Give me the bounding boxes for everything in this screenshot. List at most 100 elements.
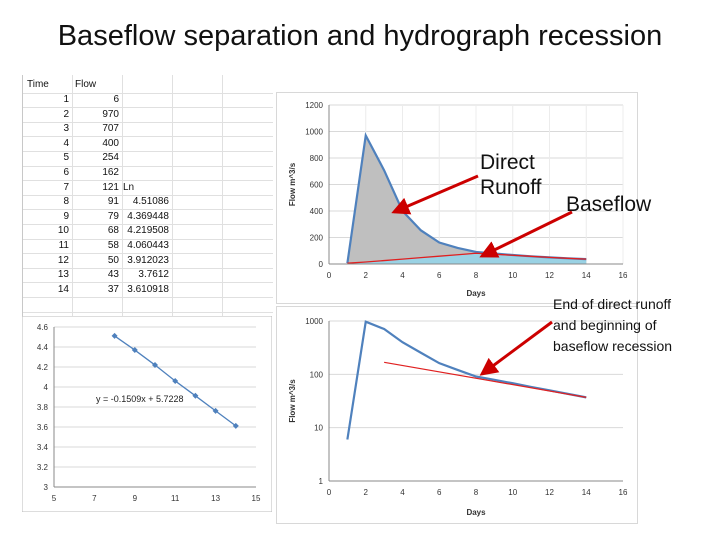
direct-runoff-label: Direct Runoff (480, 150, 542, 200)
x-tick-label: 12 (545, 271, 554, 280)
cell-flow: 43 (107, 269, 119, 281)
cell-time: 8 (63, 196, 69, 208)
x-tick-label: 13 (211, 494, 220, 503)
cell-time: 4 (63, 137, 69, 149)
cell-flow: 68 (107, 225, 119, 237)
x-tick-label: 2 (364, 271, 369, 280)
x-axis-title: Days (466, 508, 486, 517)
x-tick-label: 4 (400, 488, 405, 497)
x-tick-label: 2 (364, 488, 369, 497)
direct-runoff-line2: Runoff (480, 176, 542, 199)
recession-line2: and beginning of (553, 317, 657, 333)
y-tick-label: 4.4 (37, 343, 49, 352)
y-tick-label: 3.8 (37, 403, 49, 412)
x-tick-label: 16 (619, 271, 628, 280)
data-point (111, 332, 118, 339)
cell-flow: 37 (107, 283, 119, 295)
x-tick-label: 12 (545, 488, 554, 497)
x-tick-label: 11 (171, 494, 180, 503)
x-tick-label: 14 (582, 271, 591, 280)
y-tick-label: 1000 (305, 317, 323, 326)
page-title: Baseflow separation and hydrograph reces… (57, 20, 663, 52)
x-tick-label: 4 (400, 271, 405, 280)
cell-time: 7 (63, 181, 69, 193)
cell-flow: 707 (102, 123, 119, 135)
cell-flow: 58 (107, 240, 119, 251)
x-tick-label: 16 (619, 488, 628, 497)
x-tick-label: 8 (474, 271, 479, 280)
x-axis-title: Days (466, 289, 486, 298)
x-tick-label: 10 (508, 488, 517, 497)
cell-time: 3 (63, 123, 69, 135)
y-tick-label: 1 (319, 477, 324, 486)
cell-ln: 4.51086 (132, 196, 169, 208)
data-point (172, 377, 179, 384)
y-tick-label: 3.2 (37, 463, 49, 472)
y-tick-label: 600 (310, 181, 324, 190)
x-tick-label: 0 (327, 271, 332, 280)
x-tick-label: 5 (52, 494, 57, 503)
x-tick-label: 14 (582, 488, 591, 497)
recession-line (384, 361, 587, 398)
log-hydrograph-chart: 1 10 100 1000 0 2 4 6 8 10 12 14 16 Days Flow m^3/s (288, 317, 628, 517)
y-tick-label: 4 (44, 383, 49, 392)
cell-time: 11 (58, 240, 69, 251)
y-tick-label: 800 (310, 154, 324, 163)
cell-flow: 91 (107, 196, 119, 208)
x-tick-label: 15 (252, 494, 261, 503)
cell-time: 9 (63, 210, 69, 222)
y-tick-label: 100 (310, 370, 324, 379)
cell-ln: 3.7612 (138, 269, 169, 281)
x-tick-label: 9 (133, 494, 138, 503)
data-point (152, 362, 158, 369)
header-time: Time (27, 79, 49, 90)
log-hydrograph-panel: 1 10 100 1000 0 2 4 6 8 10 12 14 16 Days Flow m^3/s (276, 306, 638, 524)
y-tick-label: 1200 (305, 101, 323, 110)
data-point (131, 347, 138, 354)
header-flow: Flow (75, 79, 97, 90)
data-point (192, 392, 199, 399)
y-tick-label: 4.6 (37, 323, 49, 332)
regression-chart-frame (22, 316, 272, 512)
cell-time: 2 (63, 108, 69, 120)
cell-flow: 50 (107, 254, 119, 266)
x-tick-label: 6 (437, 271, 442, 280)
cell-flow: 162 (102, 167, 119, 178)
trendline-equation: y = -0.1509x + 5.7228 (96, 394, 184, 404)
header-ln: Ln (123, 181, 135, 193)
cell-ln: 4.219508 (127, 225, 169, 237)
x-tick-label: 10 (508, 271, 517, 280)
y-tick-label: 4.2 (37, 363, 49, 372)
cell-time: 13 (57, 269, 69, 281)
cell-time: 6 (63, 167, 69, 178)
recession-line1: End of direct runoff (553, 296, 672, 312)
x-tick-label: 8 (474, 488, 479, 497)
direct-runoff-area (347, 135, 587, 264)
baseflow-area (347, 253, 587, 264)
x-tick-label: 6 (437, 488, 442, 497)
cell-flow: 121 (102, 181, 119, 193)
y-tick-label: 3.6 (37, 423, 49, 432)
data-point (212, 407, 219, 414)
cell-ln: 4.060443 (127, 240, 169, 251)
y-tick-label: 400 (310, 207, 324, 216)
y-axis-title: Flow m^3/s (288, 379, 297, 423)
baseflow-label: Baseflow (566, 193, 652, 216)
cell-time: 14 (57, 283, 69, 295)
cell-ln: 3.610918 (127, 283, 169, 295)
cell-time: 1 (63, 94, 69, 105)
ln-regression-chart: 3 3.2 3.4 3.6 3.8 4 4.2 4.4 4.6 5 7 9 11 13 15 y = -0.1… (22, 316, 272, 512)
y-tick-label: 10 (314, 424, 323, 433)
cell-time: 5 (63, 152, 69, 164)
x-tick-label: 7 (92, 494, 97, 503)
flow-line (346, 320, 587, 440)
data-point (232, 422, 239, 429)
y-tick-label: 1000 (305, 128, 323, 137)
x-tick-label: 0 (327, 488, 332, 497)
y-tick-label: 3 (44, 483, 49, 492)
cell-flow: 970 (102, 108, 119, 120)
cell-ln: 4.369448 (127, 210, 169, 222)
cell-ln: 3.912023 (127, 254, 169, 266)
cell-time: 10 (57, 225, 69, 237)
direct-runoff-line1: Direct (480, 151, 535, 174)
